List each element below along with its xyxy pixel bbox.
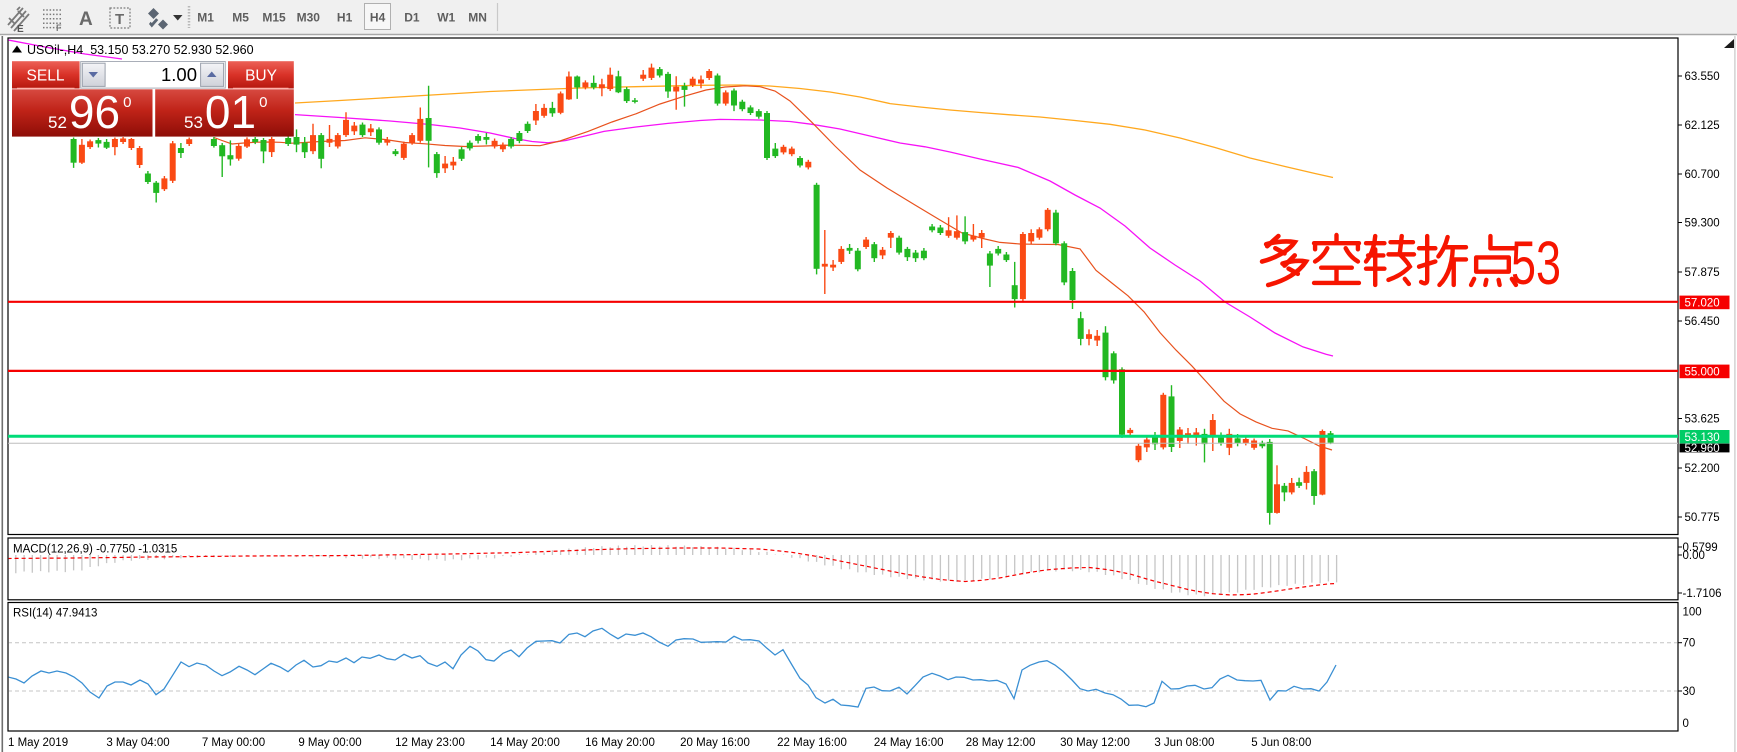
svg-text:16 May 20:00: 16 May 20:00 [585,737,655,749]
svg-text:53.130: 53.130 [1685,432,1720,444]
svg-text:USOil-,H4 53.150 53.270 52.93: USOil-,H4 53.150 53.270 52.930 52.960 [27,43,254,57]
svg-text:62.125: 62.125 [1685,120,1720,132]
svg-text:5 Jun 08:00: 5 Jun 08:00 [1251,737,1311,749]
svg-text:30 May 12:00: 30 May 12:00 [1060,737,1130,749]
svg-text:-1.7106: -1.7106 [1683,588,1722,600]
svg-text:M15: M15 [262,11,286,25]
svg-text:0.5799: 0.5799 [1683,542,1718,554]
svg-text:1.00: 1.00 [161,64,197,85]
svg-text:A: A [79,9,93,30]
svg-text:T: T [115,11,124,28]
svg-text:0.00: 0.00 [1683,550,1705,562]
svg-text:100: 100 [1683,607,1702,619]
svg-text:H1: H1 [337,11,353,25]
svg-text:3 Jun 08:00: 3 Jun 08:00 [1154,737,1214,749]
svg-text:52.200: 52.200 [1685,463,1720,475]
svg-text:E: E [17,24,24,35]
svg-text:57.020: 57.020 [1685,298,1720,310]
svg-text:F: F [56,23,62,33]
svg-text:63.550: 63.550 [1685,71,1720,83]
svg-text:56.450: 56.450 [1685,316,1720,328]
svg-text:57.875: 57.875 [1685,267,1720,279]
svg-text:RSI(14) 47.9413: RSI(14) 47.9413 [13,608,97,620]
svg-text:20 May 16:00: 20 May 16:00 [680,737,750,749]
svg-text:3 May 04:00: 3 May 04:00 [106,737,169,749]
svg-text:70: 70 [1683,638,1696,650]
svg-text:BUY: BUY [245,68,277,85]
svg-text:M1: M1 [197,11,214,25]
svg-text:MACD(12,26,9) -0.7750 -1.0315: MACD(12,26,9) -0.7750 -1.0315 [13,544,177,556]
svg-text:24 May 16:00: 24 May 16:00 [874,737,944,749]
svg-text:SELL: SELL [27,68,65,85]
svg-text:H4: H4 [370,11,386,25]
svg-text:30: 30 [1683,686,1696,698]
svg-text:53.625: 53.625 [1685,414,1720,426]
svg-text:55.000: 55.000 [1685,367,1720,379]
svg-text:M5: M5 [232,11,249,25]
svg-text:12 May 23:00: 12 May 23:00 [395,737,465,749]
svg-text:1 May 2019: 1 May 2019 [8,737,68,749]
svg-text:M30: M30 [297,11,321,25]
svg-text:53: 53 [1511,229,1561,297]
svg-text:7 May 00:00: 7 May 00:00 [202,737,265,749]
svg-text:22 May 16:00: 22 May 16:00 [777,737,847,749]
svg-text:52.960: 52.960 [1685,443,1720,455]
svg-text:14 May 20:00: 14 May 20:00 [490,737,560,749]
svg-text:W1: W1 [437,11,455,25]
svg-text:9 May 00:00: 9 May 00:00 [298,737,361,749]
svg-text:MN: MN [468,11,487,25]
svg-text:59.300: 59.300 [1685,218,1720,230]
svg-text:D1: D1 [404,11,420,25]
svg-text:28 May 12:00: 28 May 12:00 [966,737,1036,749]
svg-text:60.700: 60.700 [1685,169,1720,181]
svg-text:50.775: 50.775 [1685,512,1720,524]
svg-text:0: 0 [1683,718,1689,730]
